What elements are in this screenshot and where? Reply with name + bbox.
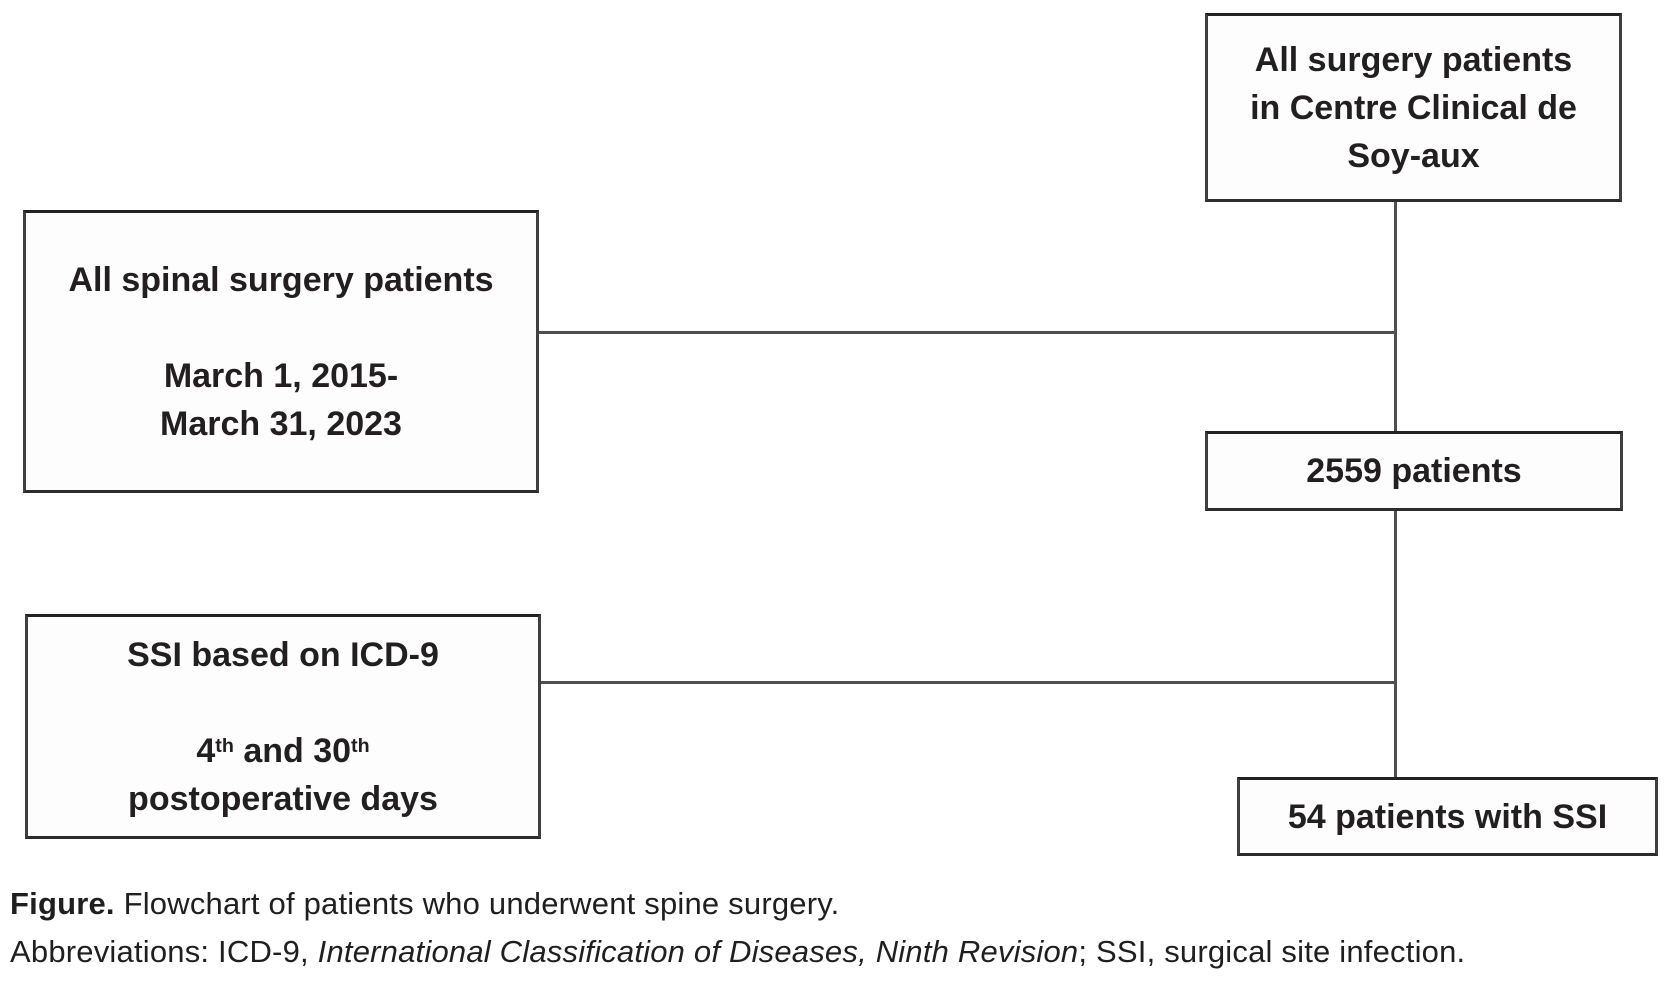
box-text-line: All spinal surgery patients: [68, 260, 494, 299]
box-text-line: Soy-aux: [1347, 136, 1480, 175]
box-54-patients-with-ssi: 54 patients with SSI: [1237, 777, 1658, 856]
box-text-line: March 31, 2023: [160, 404, 402, 443]
superscript-th: th: [215, 734, 234, 757]
superscript-th: th: [351, 734, 370, 757]
caption-abbrev-italic: International Classification of Diseases…: [317, 934, 1079, 969]
box-text-line: All surgery patients: [1254, 40, 1573, 79]
box-all-surgery-patients: All surgery patients in Centre Clinical …: [1205, 13, 1622, 202]
caption-line-title: Figure. Flowchart of patients who underw…: [10, 880, 1660, 928]
box-text-line: SSI based on ICD-9: [127, 635, 439, 674]
connector-horizontal-spinal: [537, 331, 1395, 334]
box-text-line: March 1, 2015-: [163, 356, 399, 395]
figure-caption: Figure. Flowchart of patients who underw…: [10, 880, 1660, 976]
caption-figure-text: Flowchart of patients who underwent spin…: [114, 886, 840, 921]
caption-figure-label: Figure.: [10, 886, 115, 921]
box-text-line-superscripts: 4th and 30th: [196, 731, 370, 770]
box-all-spinal-surgery-patients: All spinal surgery patients March 1, 201…: [23, 210, 539, 493]
caption-line-abbreviations: Abbreviations: ICD-9, International Clas…: [10, 928, 1660, 976]
box-text-line: postoperative days: [128, 779, 438, 818]
box-2559-patients: 2559 patients: [1205, 431, 1623, 511]
connector-horizontal-ssi: [539, 681, 1395, 684]
box-ssi-based-on-icd9: SSI based on ICD-9 4th and 30th postoper…: [25, 614, 541, 839]
box-text-line: 2559 patients: [1306, 452, 1522, 490]
box-text-line: 54 patients with SSI: [1287, 797, 1608, 836]
caption-abbrev-prefix: Abbreviations: ICD-9,: [10, 934, 318, 969]
box-text-line: in Centre Clinical de: [1250, 88, 1577, 127]
caption-abbrev-suffix: ; SSI, surgical site infection.: [1078, 934, 1466, 969]
